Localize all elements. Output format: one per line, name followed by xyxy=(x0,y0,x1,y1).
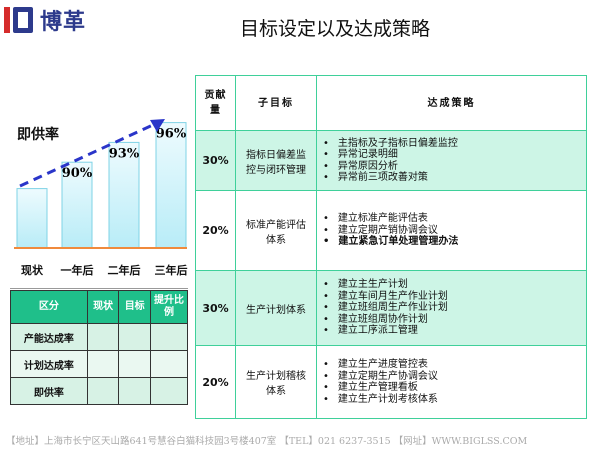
table-cell: 即供率 xyxy=(10,377,88,405)
footer-contact: 【地址】上海市长宁区天山路641号慧谷白猫科技园3号楼407室 【TEL】021… xyxy=(6,436,528,447)
bar-0 xyxy=(16,188,48,249)
bar-3 xyxy=(155,122,187,249)
sub-goal-cell: 生产计划稽核体系 xyxy=(235,345,317,419)
bar-2 xyxy=(108,141,140,249)
strategy-item: 异常记录明细 xyxy=(323,149,586,161)
strategy-cell: 建立标准产能评估表建立定期产销协调会议建立紧急订单处理管理办法 xyxy=(316,190,587,271)
table-cell: 计划达成率 xyxy=(10,350,88,378)
strategy-item: 异常前三项改善对策 xyxy=(323,172,586,184)
category-label: 现状 xyxy=(21,264,43,277)
column-header: 目标 xyxy=(118,290,151,324)
strategy-item: 建立定期产销协调会议 xyxy=(323,225,586,237)
strategy-item: 建立车间月生产作业计划 xyxy=(323,291,586,303)
category-label: 二年后 xyxy=(107,264,141,277)
table-cell xyxy=(150,350,188,378)
contribution-cell: 20% xyxy=(195,345,236,419)
table-cell xyxy=(118,350,151,378)
strategy-item: 建立生产进度管控表 xyxy=(323,359,586,371)
strategy-item: 异常原因分析 xyxy=(323,161,586,173)
table-row: 20%生产计划稽核体系建立生产进度管控表建立定期生产协调会议建立生产管理看板建立… xyxy=(195,345,587,419)
column-header: 现状 xyxy=(86,290,120,324)
sub-goal-cell: 生产计划体系 xyxy=(235,270,317,346)
table-row: 即供率 xyxy=(10,377,188,405)
category-label: 三年后 xyxy=(154,264,188,277)
table-cell xyxy=(86,323,120,351)
contribution-cell: 20% xyxy=(195,190,236,271)
trend-arrow xyxy=(19,122,156,188)
logo-text: 博革 xyxy=(40,10,87,35)
strategy-item: 建立班组周生产作业计划 xyxy=(323,302,586,314)
strategy-item: 建立生产管理看板 xyxy=(323,382,586,394)
page-title: 目标设定以及达成策略 xyxy=(239,18,430,40)
bar-chart: 90% 93% 96% xyxy=(14,119,187,249)
table-cell xyxy=(150,323,188,351)
table-cell xyxy=(86,377,120,405)
strategy-item: 建立班组周协作计划 xyxy=(323,314,586,326)
column-header: 子目标 xyxy=(235,75,317,131)
table-row: 产能达成率 xyxy=(10,323,188,351)
column-header: 提升比例 xyxy=(150,290,188,324)
table-cell: 产能达成率 xyxy=(10,323,88,351)
table-cell xyxy=(118,377,151,405)
column-header: 区分 xyxy=(10,290,88,324)
data-label: 93% xyxy=(109,146,140,161)
strategy-cell: 建立生产进度管控表建立定期生产协调会议建立生产管理看板建立生产计划考核体系 xyxy=(316,345,587,419)
strategy-cell: 主指标及子指标日偏差监控异常记录明细异常原因分析异常前三项改善对策 xyxy=(316,130,587,191)
sub-goal-cell: 标准产能评估体系 xyxy=(235,190,317,271)
table-row: 30%指标日偏差监控与闭环管理主指标及子指标日偏差监控异常记录明细异常原因分析异… xyxy=(195,130,587,191)
strategy-item: 建立标准产能评估表 xyxy=(323,213,586,225)
logo: 博革 xyxy=(4,4,86,36)
table-cell xyxy=(118,323,151,351)
strategy-cell: 建立主生产计划建立车间月生产作业计划建立班组周生产作业计划建立班组周协作计划建立… xyxy=(316,270,587,346)
logo-mark-icon xyxy=(4,7,34,33)
strategy-item: 建立生产计划考核体系 xyxy=(323,394,586,406)
strategy-item: 主指标及子指标日偏差监控 xyxy=(323,138,586,150)
column-header: 达成策略 xyxy=(316,75,587,131)
table-cell xyxy=(86,350,120,378)
contribution-cell: 30% xyxy=(195,270,236,346)
column-header: 贡献量 xyxy=(195,75,236,131)
divider xyxy=(10,288,188,289)
bar-1 xyxy=(61,161,93,249)
strategy-item: 建立紧急订单处理管理办法 xyxy=(323,236,586,248)
metrics-table: 区分 现状 目标 提升比例 产能达成率 计划达成率 即供率 xyxy=(10,290,188,405)
category-label: 一年后 xyxy=(60,264,94,277)
table-cell xyxy=(150,377,188,405)
table-row: 计划达成率 xyxy=(10,350,188,378)
sub-goal-cell: 指标日偏差监控与闭环管理 xyxy=(235,130,317,191)
strategy-item: 建立定期生产协调会议 xyxy=(323,371,586,383)
arrow-head-icon xyxy=(150,119,165,132)
chart-title: 即供率 xyxy=(17,127,59,143)
contribution-cell: 30% xyxy=(195,130,236,191)
data-label: 90% xyxy=(62,166,93,181)
strategy-item: 建立主生产计划 xyxy=(323,279,586,291)
strategy-item: 建立工序派工管理 xyxy=(323,325,586,337)
data-label: 96% xyxy=(156,127,187,142)
table-row: 20%标准产能评估体系建立标准产能评估表建立定期产销协调会议建立紧急订单处理管理… xyxy=(195,190,587,271)
table-row: 30%生产计划体系建立主生产计划建立车间月生产作业计划建立班组周生产作业计划建立… xyxy=(195,270,587,346)
